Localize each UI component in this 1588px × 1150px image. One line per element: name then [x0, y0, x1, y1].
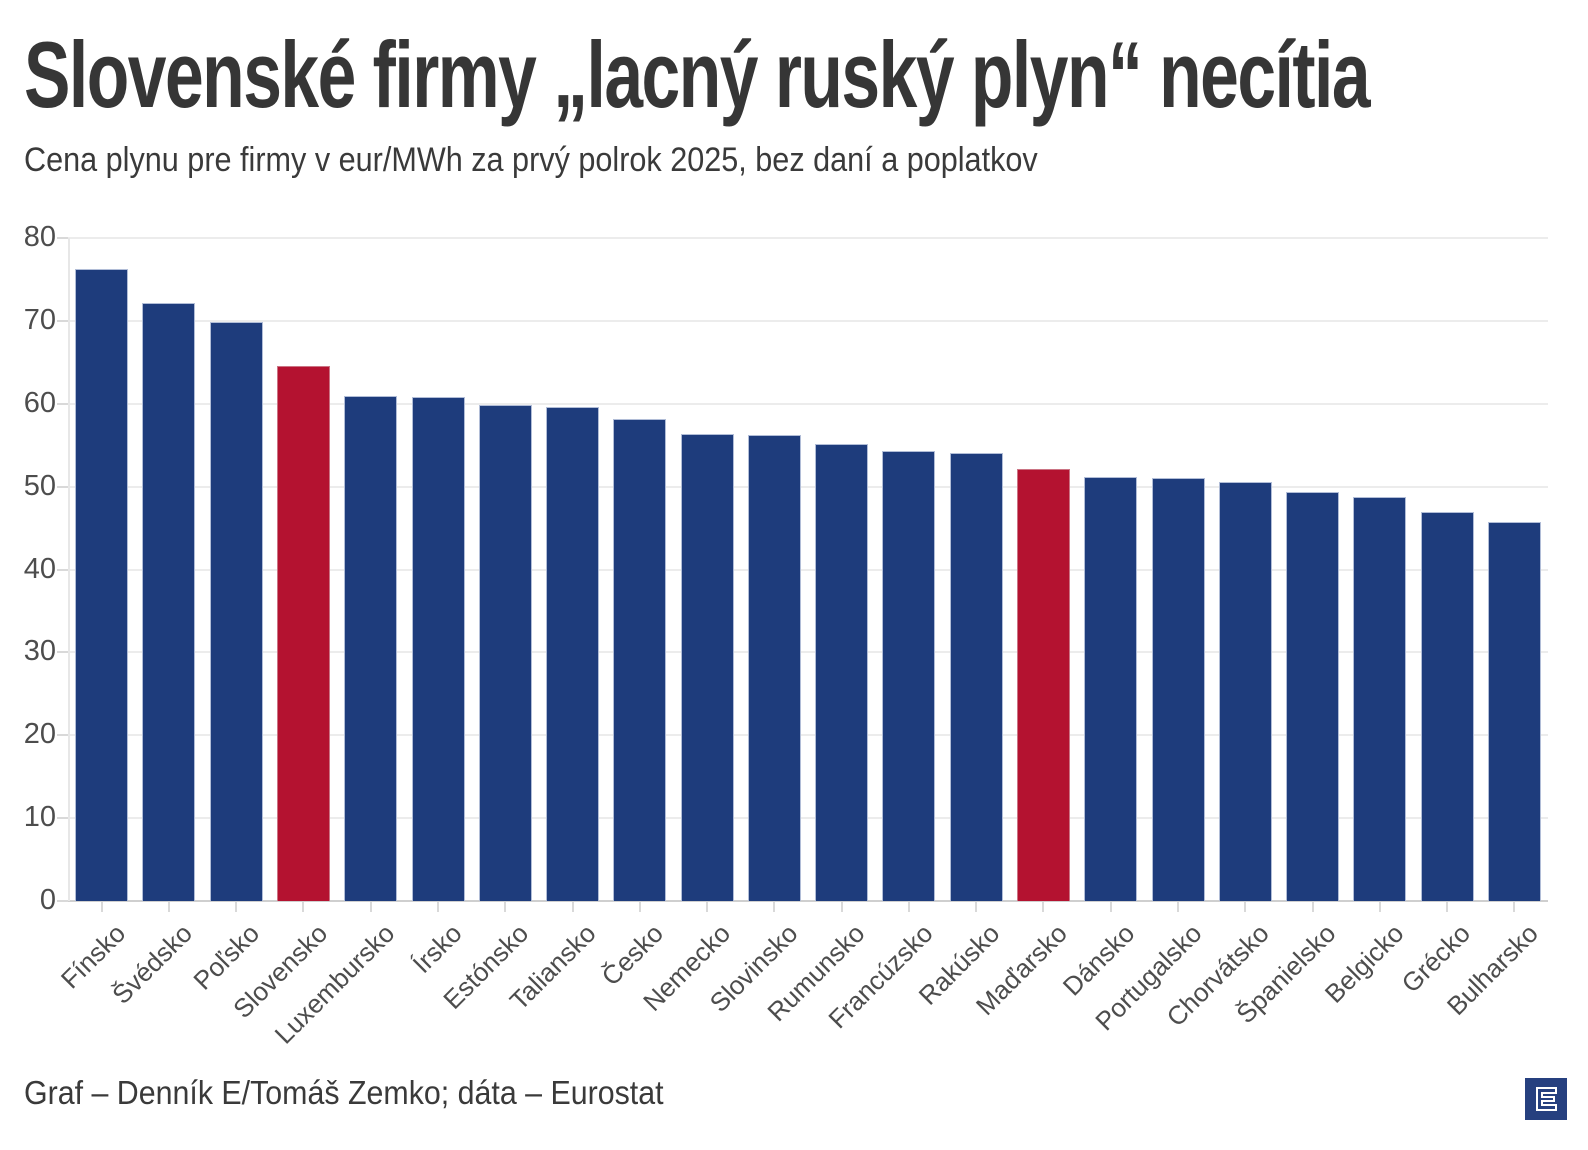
x-tick-Fínsko — [100, 902, 103, 912]
gridline-10 — [68, 817, 1548, 820]
bar-Chorvátsko — [1218, 482, 1272, 901]
bar-Fínsko — [75, 269, 129, 901]
y-tick-label-0: 0 — [39, 884, 56, 916]
bar-Poľsko — [209, 321, 263, 901]
y-tick-label-80: 80 — [23, 221, 56, 253]
bar-Nemecko — [680, 434, 734, 901]
y-tick-80 — [57, 237, 68, 239]
bar-Írsko — [411, 397, 465, 901]
x-tick-Slovinsko — [773, 902, 776, 912]
x-tick-Írsko — [437, 902, 439, 912]
x-tick-Česko — [638, 902, 641, 912]
bar-Francúzsko — [882, 450, 936, 901]
x-tick-Portugalsko — [1177, 902, 1179, 912]
gridline-50 — [68, 485, 1548, 488]
y-tick-30 — [57, 651, 68, 654]
bar-Slovensko — [276, 365, 330, 901]
gridline-70 — [68, 319, 1548, 322]
x-tick-Poľsko — [235, 902, 238, 912]
y-tick-60 — [57, 402, 68, 405]
x-tick-Belgicko — [1378, 902, 1381, 912]
y-tick-label-20: 20 — [23, 718, 56, 751]
gridline-30 — [68, 651, 1548, 654]
gridline-80 — [68, 237, 1548, 239]
bar-Maďarsko — [1016, 469, 1070, 901]
bar-Portugalsko — [1151, 478, 1205, 901]
bar-Slovinsko — [747, 435, 801, 901]
bar-Švédsko — [142, 303, 196, 901]
source-credit: Graf – Denník E/Tomáš Zemko; dáta – Euro… — [24, 1074, 664, 1111]
x-tick-Švédsko — [167, 902, 170, 912]
gridline-60 — [68, 402, 1548, 405]
x-tick-Bulharsko — [1513, 902, 1516, 912]
bar-Česko — [613, 419, 667, 901]
gridline-40 — [68, 568, 1548, 571]
y-tick-label-50: 50 — [23, 469, 56, 502]
y-tick-label-60: 60 — [23, 386, 56, 419]
x-tick-Taliansko — [571, 902, 574, 912]
bar-Bulharsko — [1487, 522, 1541, 901]
x-tick-Luxembursko — [369, 902, 372, 912]
y-tick-40 — [57, 568, 68, 571]
x-tick-Nemecko — [706, 902, 709, 912]
y-tick-10 — [57, 817, 68, 820]
logo-background — [1525, 1078, 1567, 1120]
x-tick-Grécko — [1446, 902, 1449, 912]
x-tick-Dánsko — [1109, 902, 1112, 912]
y-tick-label-40: 40 — [23, 552, 56, 585]
gridline-0 — [68, 900, 1548, 902]
x-tick-Estónsko — [504, 902, 507, 912]
y-tick-20 — [57, 734, 68, 737]
x-tick-Rumunsko — [840, 902, 843, 912]
x-tick-Španielsko — [1311, 902, 1314, 912]
x-tick-Rakúsko — [975, 902, 978, 912]
bar-Grécko — [1420, 512, 1474, 901]
dennik-e-logo — [1525, 1078, 1567, 1120]
x-tick-Francúzsko — [907, 902, 910, 912]
bar-Rumunsko — [815, 443, 869, 901]
x-tick-Maďarsko — [1042, 902, 1045, 912]
chart-title: Slovenské firmy „lacný ruský plyn“ necít… — [24, 22, 1371, 127]
bar-Taliansko — [546, 407, 600, 901]
x-tick-Slovensko — [302, 902, 305, 912]
y-tick-label-10: 10 — [23, 801, 56, 834]
y-tick-0 — [57, 900, 68, 902]
bar-Luxembursko — [344, 396, 398, 901]
bar-Estónsko — [478, 404, 532, 901]
y-tick-70 — [57, 319, 68, 322]
y-tick-label-70: 70 — [23, 303, 56, 336]
chart-subtitle: Cena plynu pre firmy v eur/MWh za prvý p… — [24, 141, 1038, 179]
gridline-20 — [68, 734, 1548, 737]
bar-Dánsko — [1084, 476, 1138, 901]
bar-Španielsko — [1286, 492, 1340, 901]
bar-Rakúsko — [949, 453, 1003, 901]
x-tick-Chorvátsko — [1244, 902, 1247, 912]
y-tick-50 — [57, 485, 68, 488]
bar-Belgicko — [1353, 496, 1407, 901]
y-tick-label-30: 30 — [23, 635, 56, 668]
y-axis-line — [68, 238, 70, 901]
logo-e-glyph — [1536, 1087, 1557, 1111]
